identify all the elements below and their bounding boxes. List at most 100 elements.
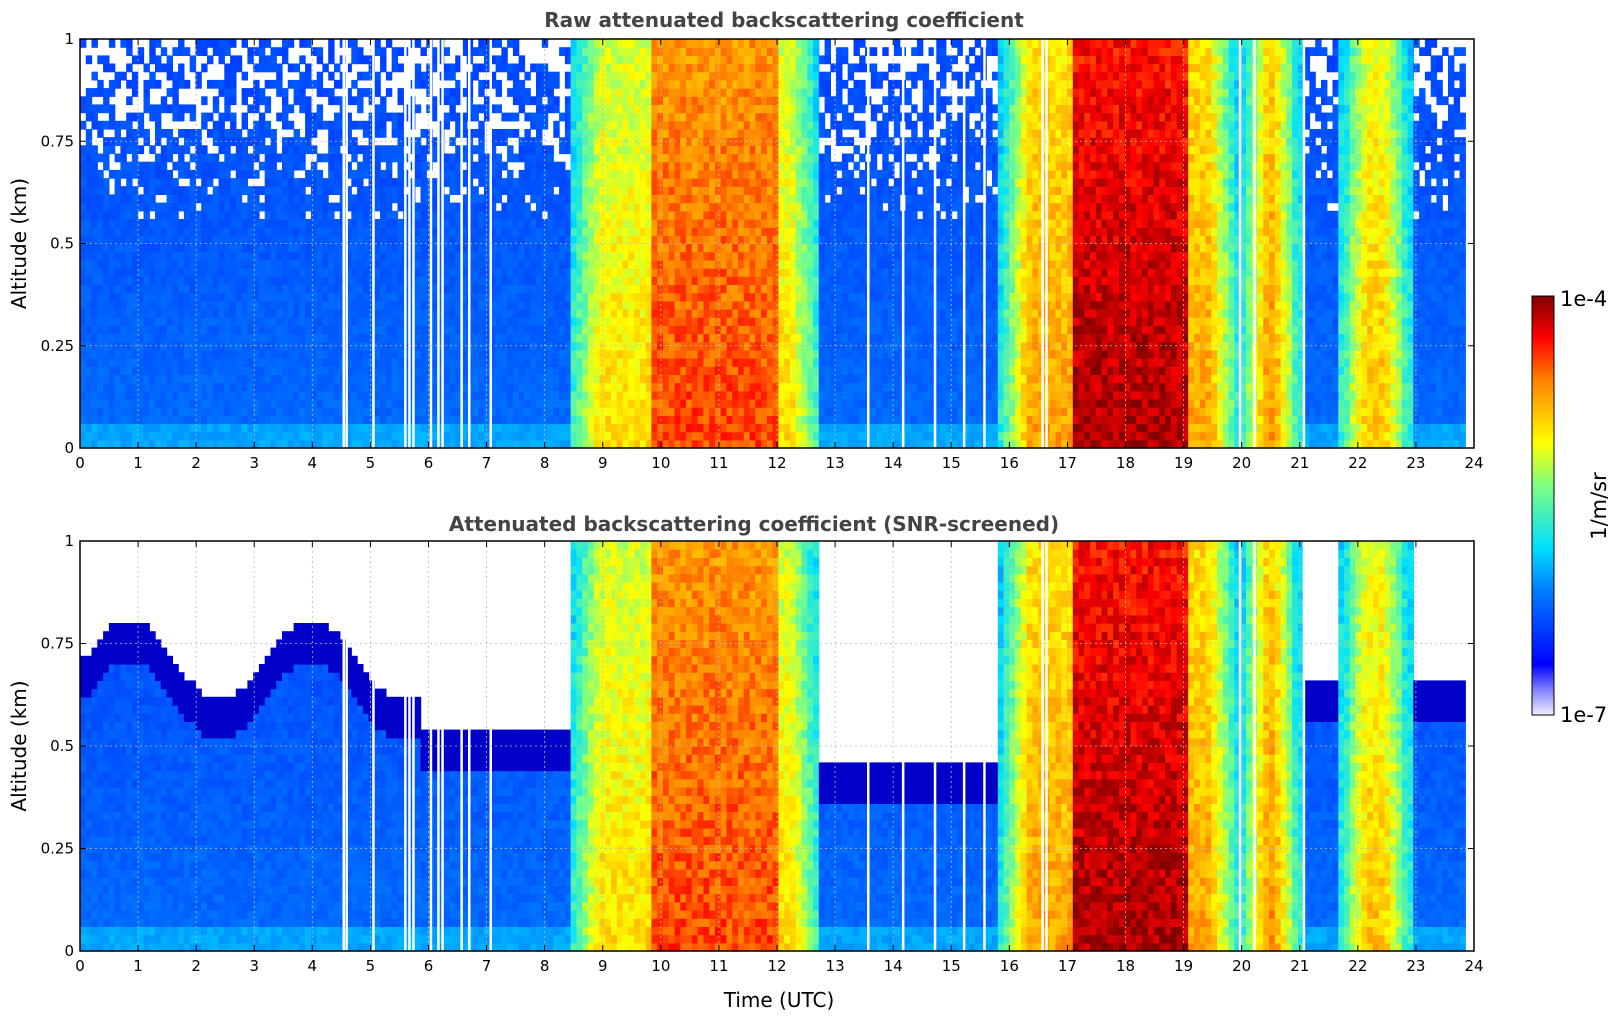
heatmap-cell [138, 244, 144, 253]
heatmap-cell [675, 211, 681, 220]
heatmap-cell [646, 374, 652, 383]
heatmap-cell [236, 170, 242, 179]
heatmap-cell [282, 407, 288, 416]
heatmap-cell [386, 219, 392, 228]
heatmap-cell [138, 55, 144, 64]
heatmap-cell [317, 366, 323, 375]
heatmap-cell [103, 64, 109, 73]
heatmap-cell [317, 325, 323, 334]
heatmap-cell [646, 178, 652, 187]
heatmap-cell [553, 96, 559, 105]
heatmap-cell [496, 186, 502, 195]
heatmap-cell [363, 186, 369, 195]
heatmap-cell [548, 284, 554, 293]
heatmap-cell [224, 162, 230, 171]
heatmap-cell [617, 194, 623, 203]
heatmap-cell [288, 317, 294, 326]
heatmap-cell [565, 47, 571, 56]
heatmap-cell [571, 47, 577, 56]
heatmap-cell [259, 391, 265, 400]
heatmap-cell [663, 260, 669, 269]
heatmap-cell [276, 64, 282, 73]
heatmap-cell [282, 55, 288, 64]
heatmap-cell [184, 227, 190, 236]
heatmap-cell [247, 129, 253, 138]
heatmap-cell [640, 72, 646, 81]
heatmap-cell [380, 391, 386, 400]
heatmap-cell [524, 383, 530, 392]
heatmap-cell [582, 178, 588, 187]
heatmap-cell [184, 309, 190, 318]
heatmap-cell [224, 80, 230, 89]
heatmap-cell [144, 301, 150, 310]
heatmap-cell [524, 424, 530, 433]
heatmap-cell [548, 72, 554, 81]
heatmap-cell [190, 113, 196, 122]
heatmap-cell [553, 260, 559, 269]
heatmap-cell [703, 350, 709, 359]
heatmap-cell [519, 366, 525, 375]
heatmap-cell [351, 194, 357, 203]
heatmap-cell [421, 72, 427, 81]
heatmap-cell [698, 227, 704, 236]
heatmap-cell [242, 293, 248, 302]
heatmap-cell [282, 309, 288, 318]
heatmap-cell [721, 432, 727, 441]
heatmap-cell [282, 391, 288, 400]
heatmap-cell [288, 244, 294, 253]
heatmap-cell [444, 407, 450, 416]
heatmap-cell [628, 325, 634, 334]
heatmap-cell [507, 203, 513, 212]
heatmap-cell [363, 432, 369, 441]
heatmap-cell [80, 211, 86, 220]
heatmap-cell [109, 366, 115, 375]
heatmap-cell [675, 268, 681, 277]
heatmap-cell [149, 72, 155, 81]
heatmap-cell [617, 244, 623, 253]
heatmap-cell [230, 39, 236, 48]
heatmap-cell [386, 358, 392, 367]
heatmap-cell [120, 407, 126, 416]
heatmap-cell [473, 244, 479, 253]
heatmap-cell [334, 186, 340, 195]
heatmap-cell [86, 293, 92, 302]
heatmap-cell [103, 268, 109, 277]
heatmap-cell [155, 113, 161, 122]
heatmap-cell [392, 334, 398, 343]
heatmap-cell [207, 194, 213, 203]
heatmap-cell [103, 284, 109, 293]
heatmap-cell [224, 96, 230, 105]
heatmap-cell [473, 391, 479, 400]
heatmap-cell [311, 334, 317, 343]
heatmap-cell [294, 309, 300, 318]
heatmap-cell [576, 399, 582, 408]
heatmap-cell [519, 309, 525, 318]
heatmap-cell [80, 268, 86, 277]
heatmap-cell [207, 415, 213, 424]
heatmap-cell [247, 325, 253, 334]
heatmap-cell [288, 358, 294, 367]
heatmap-cell [374, 88, 380, 97]
heatmap-cell [184, 268, 190, 277]
heatmap-cell [224, 432, 230, 441]
heatmap-cell [149, 424, 155, 433]
heatmap-cell [582, 154, 588, 163]
heatmap-cell [496, 358, 502, 367]
heatmap-cell [623, 407, 629, 416]
heatmap-cell [144, 424, 150, 433]
heatmap-cell [363, 194, 369, 203]
heatmap-cell [201, 227, 207, 236]
heatmap-cell [276, 260, 282, 269]
heatmap-cell [576, 334, 582, 343]
heatmap-cell [594, 374, 600, 383]
heatmap-cell [565, 219, 571, 228]
heatmap-cell [103, 96, 109, 105]
heatmap-cell [444, 325, 450, 334]
heatmap-cell [213, 293, 219, 302]
heatmap-cell [686, 121, 692, 130]
heatmap-cell [276, 235, 282, 244]
heatmap-cell [219, 235, 225, 244]
heatmap-cell [190, 235, 196, 244]
heatmap-cell [374, 203, 380, 212]
heatmap-cell [115, 374, 121, 383]
